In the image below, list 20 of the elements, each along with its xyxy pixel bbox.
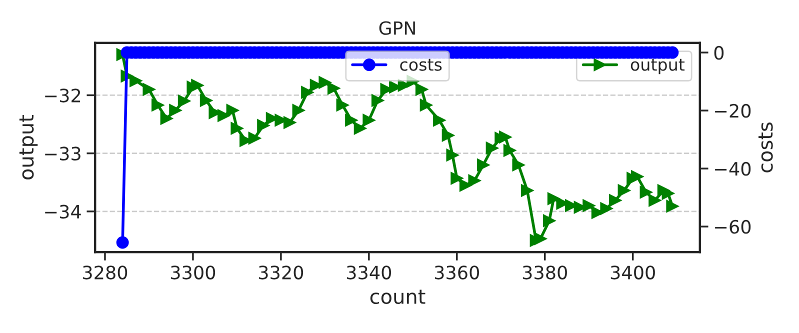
x-tick-label: 3380 bbox=[522, 266, 567, 280]
y-tick-label: −32 bbox=[45, 88, 80, 102]
x-tick-label: 3400 bbox=[610, 266, 655, 280]
y-tick-label: −33 bbox=[45, 146, 80, 161]
y2-tick-label: −20 bbox=[715, 104, 751, 118]
x-tick-label: 3280 bbox=[83, 266, 128, 280]
x-tick-label: 3320 bbox=[259, 266, 304, 280]
legend-label: costs bbox=[400, 58, 442, 71]
chart-title: GPN bbox=[379, 21, 415, 35]
legend-label: output bbox=[630, 58, 685, 74]
x-tick-label: 3300 bbox=[171, 266, 216, 280]
x-tick-label: 3360 bbox=[434, 266, 479, 280]
y2-tick-label: 0 bbox=[714, 46, 724, 60]
y-tick-label: −34 bbox=[45, 204, 81, 219]
y-axis-title: output bbox=[19, 115, 38, 180]
x-axis-title: count bbox=[370, 290, 426, 304]
y2-axis-title: costs bbox=[758, 122, 773, 172]
y2-tick-label: −60 bbox=[715, 220, 751, 234]
y2-tick-label: −40 bbox=[715, 162, 751, 176]
x-tick-label: 3340 bbox=[346, 266, 392, 280]
